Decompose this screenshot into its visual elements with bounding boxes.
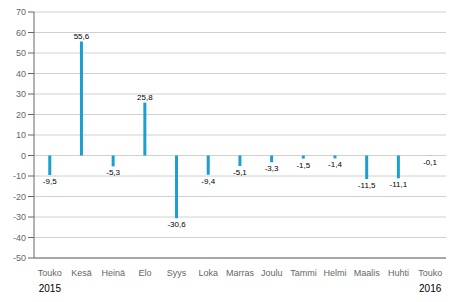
svg-text:Huhti: Huhti — [388, 268, 409, 278]
svg-text:Touko: Touko — [418, 268, 442, 278]
svg-text:-5,3: -5,3 — [106, 168, 120, 177]
svg-text:Syys: Syys — [167, 268, 187, 278]
svg-text:-1,4: -1,4 — [328, 160, 342, 169]
svg-text:Heinä: Heinä — [101, 268, 125, 278]
svg-text:10: 10 — [16, 130, 26, 140]
svg-text:55,6: 55,6 — [74, 32, 90, 41]
svg-text:-0,1: -0,1 — [423, 158, 437, 167]
svg-text:-11,1: -11,1 — [390, 180, 408, 189]
svg-text:-30,6: -30,6 — [167, 220, 186, 229]
svg-text:-10: -10 — [13, 171, 26, 181]
svg-text:60: 60 — [16, 28, 26, 38]
svg-text:Maalis: Maalis — [354, 268, 381, 278]
svg-text:-50: -50 — [13, 253, 26, 263]
svg-text:2016: 2016 — [419, 283, 442, 294]
svg-text:Tammi: Tammi — [290, 268, 317, 278]
svg-text:-9,4: -9,4 — [201, 177, 215, 186]
svg-text:70: 70 — [16, 7, 26, 17]
svg-text:0: 0 — [21, 151, 26, 161]
svg-text:-20: -20 — [13, 192, 26, 202]
svg-text:Helmi: Helmi — [324, 268, 347, 278]
svg-text:-3,3: -3,3 — [265, 164, 279, 173]
svg-text:Loka: Loka — [199, 268, 219, 278]
svg-text:Elo: Elo — [138, 268, 151, 278]
svg-text:20: 20 — [16, 110, 26, 120]
svg-text:-11,5: -11,5 — [358, 181, 376, 190]
svg-text:-9,5: -9,5 — [43, 177, 57, 186]
svg-text:50: 50 — [16, 48, 26, 58]
svg-text:Marras: Marras — [226, 268, 255, 278]
svg-text:-40: -40 — [13, 233, 26, 243]
svg-text:Kesä: Kesä — [71, 268, 92, 278]
svg-text:Joulu: Joulu — [261, 268, 283, 278]
svg-text:-30: -30 — [13, 212, 26, 222]
svg-text:25,8: 25,8 — [137, 93, 153, 102]
svg-text:-1,5: -1,5 — [296, 161, 310, 170]
svg-text:40: 40 — [16, 69, 26, 79]
svg-text:30: 30 — [16, 89, 26, 99]
svg-text:2015: 2015 — [39, 283, 62, 294]
svg-text:Touko: Touko — [38, 268, 62, 278]
svg-text:-5,1: -5,1 — [233, 168, 247, 177]
